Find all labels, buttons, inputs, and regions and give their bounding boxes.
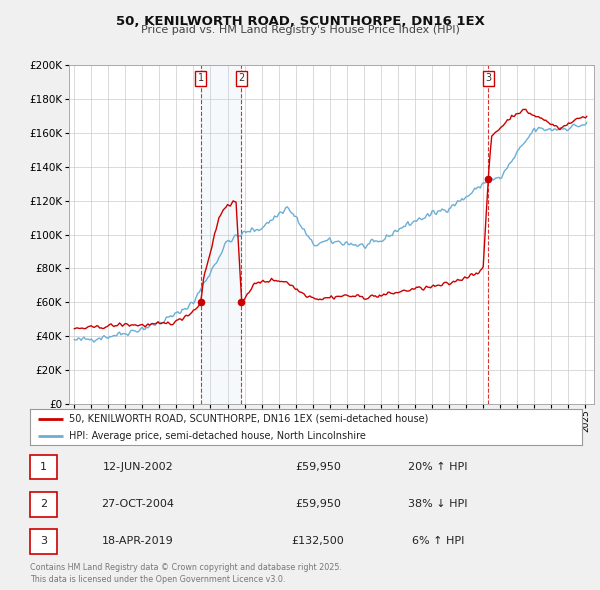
Text: HPI: Average price, semi-detached house, North Lincolnshire: HPI: Average price, semi-detached house,… [68,431,365,441]
Text: 18-APR-2019: 18-APR-2019 [102,536,174,546]
Text: 27-OCT-2004: 27-OCT-2004 [101,499,175,509]
Text: 1: 1 [198,74,204,83]
Text: 20% ↑ HPI: 20% ↑ HPI [408,462,468,472]
Text: 2: 2 [40,499,47,509]
Text: 50, KENILWORTH ROAD, SCUNTHORPE, DN16 1EX: 50, KENILWORTH ROAD, SCUNTHORPE, DN16 1E… [116,15,484,28]
Text: 38% ↓ HPI: 38% ↓ HPI [408,499,468,509]
Text: 6% ↑ HPI: 6% ↑ HPI [412,536,464,546]
Text: £59,950: £59,950 [295,462,341,472]
Text: 3: 3 [40,536,47,546]
Text: Price paid vs. HM Land Registry's House Price Index (HPI): Price paid vs. HM Land Registry's House … [140,25,460,35]
Text: 50, KENILWORTH ROAD, SCUNTHORPE, DN16 1EX (semi-detached house): 50, KENILWORTH ROAD, SCUNTHORPE, DN16 1E… [68,414,428,424]
Text: £132,500: £132,500 [292,536,344,546]
Text: 3: 3 [485,74,491,83]
Text: 1: 1 [40,462,47,472]
Bar [201,65,241,404]
Text: 2: 2 [238,74,245,83]
Text: 12-JUN-2002: 12-JUN-2002 [103,462,173,472]
Text: £59,950: £59,950 [295,499,341,509]
Text: Contains HM Land Registry data © Crown copyright and database right 2025.
This d: Contains HM Land Registry data © Crown c… [30,563,342,584]
